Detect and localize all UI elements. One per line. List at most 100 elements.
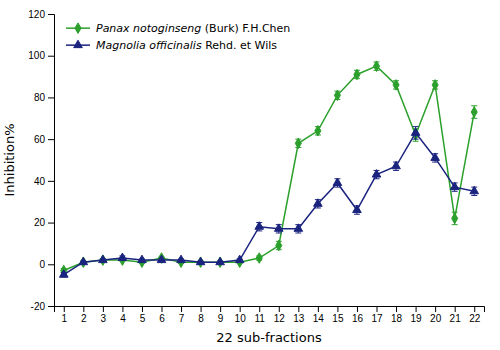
x-tick-label: 17 [371,313,383,324]
legend-item: Panax notoginseng (Burk) F.H.Chen [66,22,290,35]
x-tick: 10 [235,306,247,324]
x-tick-label: 16 [352,313,364,324]
y-tick: 40 [34,176,54,187]
y-tick-mark [48,181,54,182]
x-tick-label: 19 [411,313,423,324]
x-tick: 9 [218,306,224,324]
x-tick-mark [357,306,358,312]
y-tick-label: 80 [34,92,46,103]
data-point [118,253,127,260]
legend-label: Panax notoginseng (Burk) F.H.Chen [96,22,290,35]
x-tick-label: 2 [81,313,87,324]
y-tick-mark [48,306,54,307]
x-tick-mark [337,306,338,312]
x-tick-mark [416,306,417,312]
x-tick: 4 [120,306,126,324]
y-axis: -20020406080100120 [28,9,54,312]
data-point [334,90,340,101]
x-tick-label: 1 [61,313,67,324]
y-tick: 0 [39,259,54,270]
x-tick-mark [474,306,475,312]
y-axis-line [48,15,55,307]
data-point [333,178,342,185]
x-tick: 3 [101,306,107,324]
data-point [59,270,68,277]
y-tick-label: 20 [34,217,46,228]
x-tick: 17 [371,306,383,324]
plot: 12345678910111213141516171819202122-2002… [28,9,484,324]
x-tick-mark [240,306,241,312]
legend-label-italic: Panax notoginseng [96,22,201,35]
x-axis: 12345678910111213141516171819202122 [55,306,485,324]
error-bar [452,212,458,225]
x-tick: 20 [430,306,442,324]
y-tick-mark [48,264,54,265]
y-tick-mark [48,14,54,15]
data-point [256,253,262,264]
legend-marker [75,23,81,34]
series [59,127,478,278]
data-point [432,80,438,91]
x-tick: 11 [255,306,266,324]
x-tick-mark [162,306,163,312]
data-point [353,205,362,212]
x-tick-mark [279,306,280,312]
data-point [392,161,401,168]
series [61,61,478,276]
data-point [196,257,205,264]
x-tick-label: 21 [450,313,462,324]
data-point [157,255,166,262]
data-point [79,257,88,264]
legend-marker [74,40,83,47]
y-tick: 100 [28,50,54,61]
data-point [138,255,147,262]
x-tick-mark [455,306,456,312]
x-tick: 8 [198,306,204,324]
x-tick-label: 11 [255,313,266,324]
chart: 12345678910111213141516171819202122-2002… [0,0,500,350]
x-tick-mark [396,306,397,312]
x-tick: 22 [469,306,481,324]
x-axis-title: 22 sub-fractions [216,330,322,345]
data-point [450,182,459,189]
y-axis-title: Inhibition% [2,123,17,196]
y-tick-label: 40 [34,176,46,187]
x-tick: 14 [313,306,325,324]
x-tick: 19 [411,306,423,324]
data-point [373,61,379,72]
y-tick: 80 [34,92,54,103]
data-point [471,107,477,118]
x-tick-mark [64,306,65,312]
x-tick: 18 [391,306,403,324]
data-point [452,213,458,224]
x-tick: 2 [81,306,87,324]
x-tick-label: 10 [235,313,247,324]
x-tick-mark [201,306,202,312]
x-tick-mark [122,306,123,312]
legend-label-italic: Magnolia officinalis [96,39,202,52]
data-point [276,240,282,251]
x-tick-mark [377,306,378,312]
data-point [216,257,225,264]
y-tick-label: 100 [28,50,45,61]
data-point [315,126,321,137]
x-tick: 13 [293,306,305,324]
x-tick-label: 15 [332,313,344,324]
legend: Panax notoginseng (Burk) F.H.Chen Magnoli… [66,22,290,52]
y-tick-mark [48,139,54,140]
x-tick-mark [142,306,143,312]
x-tick-label: 12 [274,313,286,324]
x-tick-mark [318,306,319,312]
series-line [64,133,474,275]
marks [59,61,478,277]
x-tick-label: 20 [430,313,442,324]
legend-label: Magnolia officinalis Rehd. et Wils [96,39,277,52]
data-point [393,80,399,91]
x-tick-mark [298,306,299,312]
y-tick: 60 [34,134,54,145]
x-tick-mark [181,306,182,312]
x-tick-mark [259,306,260,312]
x-tick-label: 13 [293,313,305,324]
x-tick: 7 [179,306,185,324]
y-tick-label: 0 [39,259,45,270]
